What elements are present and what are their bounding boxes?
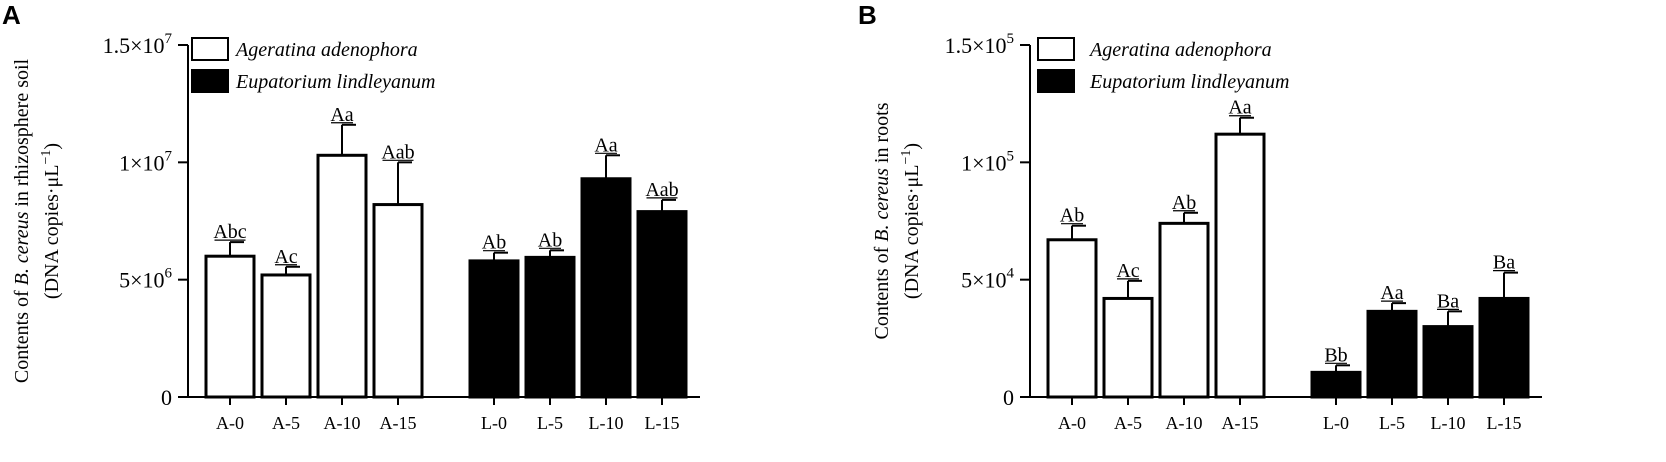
panel-a-y-axis-title: Contents of B. cereus in rhizosphere soi…: [11, 58, 33, 383]
panel-b-x-tick-label: A-5: [1114, 413, 1142, 433]
panel-b-significance-label: Aa: [1228, 97, 1251, 119]
panel-b-significance-label: Aa: [1380, 282, 1403, 304]
panel-a-bar-a-15: [372, 203, 424, 399]
panel-a-y-axis-title-text: Contents of: [11, 285, 33, 383]
panel-a-x-tick-label: L-15: [645, 413, 680, 433]
panel-a-x-tick-label: A-0: [216, 413, 244, 433]
panel-b-y-tick-label: 1.5×105: [945, 31, 1014, 58]
panel-b-y-axis-title: Contents of B. cereus in roots: [871, 102, 893, 339]
panel-a-x-tick-label: A-15: [380, 413, 417, 433]
panel-a-y-axis-units-text: (DNA copies·μL: [41, 164, 63, 299]
panel-b-x-tick-label: A-0: [1058, 413, 1086, 433]
panel-b-y-tick-mantissa: 1×10: [961, 150, 1006, 175]
panel-b-bar-l-5: [1366, 309, 1418, 399]
panel-a-significance-label: Aab: [381, 141, 414, 163]
panel-a-significance-label: Ac: [274, 246, 297, 268]
panel-b-y-axis-title-text: Contents of: [871, 242, 893, 340]
panel-a-y-axis-units-text: ): [41, 143, 63, 150]
panel-b-y-tick-label: 1×105: [961, 148, 1014, 175]
panel-a-y-tick-exponent: 7: [165, 31, 173, 47]
panel-a-letter: A: [2, 0, 21, 30]
panel-a-x-tick-label: A-10: [324, 413, 361, 433]
panel-b-y-axis-title-species: B. cereus: [871, 168, 893, 242]
panel-b-significance-label: Ab: [1172, 192, 1196, 214]
panel-a-y-tick-exponent: 7: [165, 148, 173, 164]
panel-b-y-axis-units-text: (DNA copies·μL: [901, 164, 923, 299]
panel-a-y-tick-label: 1.5×107: [103, 31, 173, 58]
panel-b-significance-label: Ab: [1060, 205, 1084, 227]
panel-a-bar-a-10: [316, 153, 368, 399]
panel-a-y-tick-mantissa: 1.5×10: [103, 33, 165, 58]
panel-a-x-tick-label: L-5: [537, 413, 563, 433]
panel-b-y-axis-units: (DNA copies·μL−1): [899, 143, 923, 299]
panel-a-x-tick-label: L-10: [589, 413, 624, 433]
panel-b-x-tick-label: L-10: [1431, 413, 1466, 433]
panel-a-significance-label: Aa: [330, 104, 353, 126]
panel-a-bar-l-0: [468, 259, 520, 399]
panel-a-y-axis-units: (DNA copies·μL−1): [39, 143, 63, 299]
panel-a-legend-swatch: [191, 69, 229, 93]
panel-b-bar-l-15: [1478, 296, 1530, 399]
panel-a-bar-a-0: [204, 254, 256, 399]
panel-a-y-axis-title-text: in rhizosphere soil: [11, 58, 33, 211]
panel-a-y-axis-title-species: B. cereus: [11, 211, 33, 285]
panel-b-bar-a-5: [1102, 296, 1154, 399]
panel-a-x-tick-label: A-5: [272, 413, 300, 433]
panel-a-legend-label: Ageratina adenophora: [234, 39, 418, 61]
panel-b-y-tick-mantissa: 5×10: [961, 268, 1006, 293]
panel-b-bar-l-10: [1422, 325, 1474, 399]
panel-b-y-axis-title-text: in roots: [871, 102, 893, 168]
panel-a-chart: A Contents of B. cereus in rhizosphere so…: [2, 0, 700, 433]
panel-b-x-tick-label: A-10: [1166, 413, 1203, 433]
panel-a-bar-l-15: [636, 210, 688, 399]
panel-b-legend-label: Ageratina adenophora: [1088, 39, 1272, 61]
panel-b-y-tick-exponent: 5: [1007, 148, 1015, 164]
panel-a-significance-label: Abc: [213, 221, 246, 243]
panel-b-bar-a-10: [1158, 221, 1210, 399]
panel-b-y-axis-units-text: ): [901, 143, 923, 150]
panel-a-y-tick-exponent: 6: [165, 266, 173, 282]
panel-b-y-tick-mantissa: 1.5×10: [945, 33, 1007, 58]
panel-b-significance-label: Ba: [1437, 290, 1459, 312]
panel-b-legend-swatch: [1037, 37, 1075, 61]
panel-a-y-tick-mantissa: 1×10: [119, 150, 164, 175]
panel-a-y-axis-units-exp: −1: [39, 150, 54, 165]
panel-b-y-tick-exponent: 5: [1007, 31, 1015, 47]
panel-b-x-tick-label: L-0: [1323, 413, 1349, 433]
panel-b-bar-a-0: [1046, 238, 1098, 399]
panel-a-y-tick-label: 5×106: [119, 266, 172, 293]
panel-a-legend-label: Eupatorium lindleyanum: [235, 71, 435, 93]
panel-b-legend-swatch: [1037, 69, 1075, 93]
panel-a-significance-label: Aa: [594, 134, 617, 156]
panel-b-chart: B Contents of B. cereus in roots (DNA copi…: [858, 0, 1542, 433]
panel-b-x-tick-label: L-15: [1487, 413, 1522, 433]
panel-b-y-tick-label: 5×104: [961, 266, 1014, 293]
panel-b-y-axis-units-exp: −1: [899, 150, 914, 165]
panel-a-y-tick-label: 1×107: [119, 148, 172, 175]
panel-b-significance-label: Ac: [1116, 260, 1139, 282]
panel-b-x-tick-label: A-15: [1222, 413, 1259, 433]
panel-b-y-tick-mantissa: 0: [1003, 385, 1014, 410]
panel-a-bar-a-5: [260, 273, 312, 399]
panel-a-significance-label: Ab: [538, 229, 562, 251]
panel-b-significance-label: Bb: [1324, 344, 1347, 366]
panel-a-y-tick-mantissa: 5×10: [119, 268, 164, 293]
panel-b-y-tick-label: 0: [1003, 385, 1014, 410]
panel-b-letter: B: [858, 0, 877, 30]
panel-b-y-tick-exponent: 4: [1007, 266, 1015, 282]
panel-a-y-tick-label: 0: [161, 385, 172, 410]
panel-a-bar-l-5: [524, 255, 576, 399]
panel-b-bar-l-0: [1310, 370, 1362, 399]
panel-a-y-tick-mantissa: 0: [161, 385, 172, 410]
panel-b-bar-a-15: [1214, 132, 1266, 399]
panel-a-significance-label: Aab: [645, 179, 678, 201]
panel-b-legend-label: Eupatorium lindleyanum: [1089, 71, 1289, 93]
panel-a-x-tick-label: L-0: [481, 413, 507, 433]
panel-a-legend-swatch: [191, 37, 229, 61]
panel-a-bar-l-10: [580, 177, 632, 399]
panel-b-x-tick-label: L-5: [1379, 413, 1405, 433]
panel-a-significance-label: Ab: [482, 232, 506, 254]
panel-b-significance-label: Ba: [1493, 252, 1515, 274]
